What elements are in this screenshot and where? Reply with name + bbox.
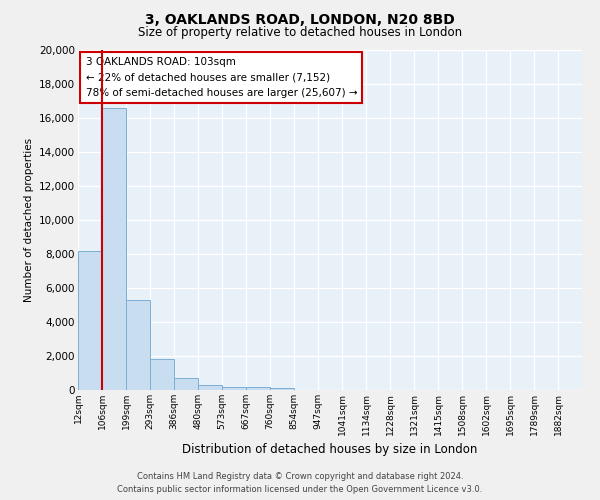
X-axis label: Distribution of detached houses by size in London: Distribution of detached houses by size … [182, 443, 478, 456]
Bar [270, 388, 294, 390]
Bar [198, 385, 222, 390]
Bar [126, 300, 150, 390]
Bar [78, 250, 102, 390]
Text: 3, OAKLANDS ROAD, LONDON, N20 8BD: 3, OAKLANDS ROAD, LONDON, N20 8BD [145, 12, 455, 26]
Text: Size of property relative to detached houses in London: Size of property relative to detached ho… [138, 26, 462, 39]
Text: Contains HM Land Registry data © Crown copyright and database right 2024.
Contai: Contains HM Land Registry data © Crown c… [118, 472, 482, 494]
Bar [102, 108, 126, 390]
Bar [246, 388, 270, 390]
Bar [174, 378, 198, 390]
Y-axis label: Number of detached properties: Number of detached properties [23, 138, 34, 302]
Bar [150, 360, 174, 390]
Bar [222, 386, 246, 390]
Text: 3 OAKLANDS ROAD: 103sqm
← 22% of detached houses are smaller (7,152)
78% of semi: 3 OAKLANDS ROAD: 103sqm ← 22% of detache… [86, 57, 357, 98]
